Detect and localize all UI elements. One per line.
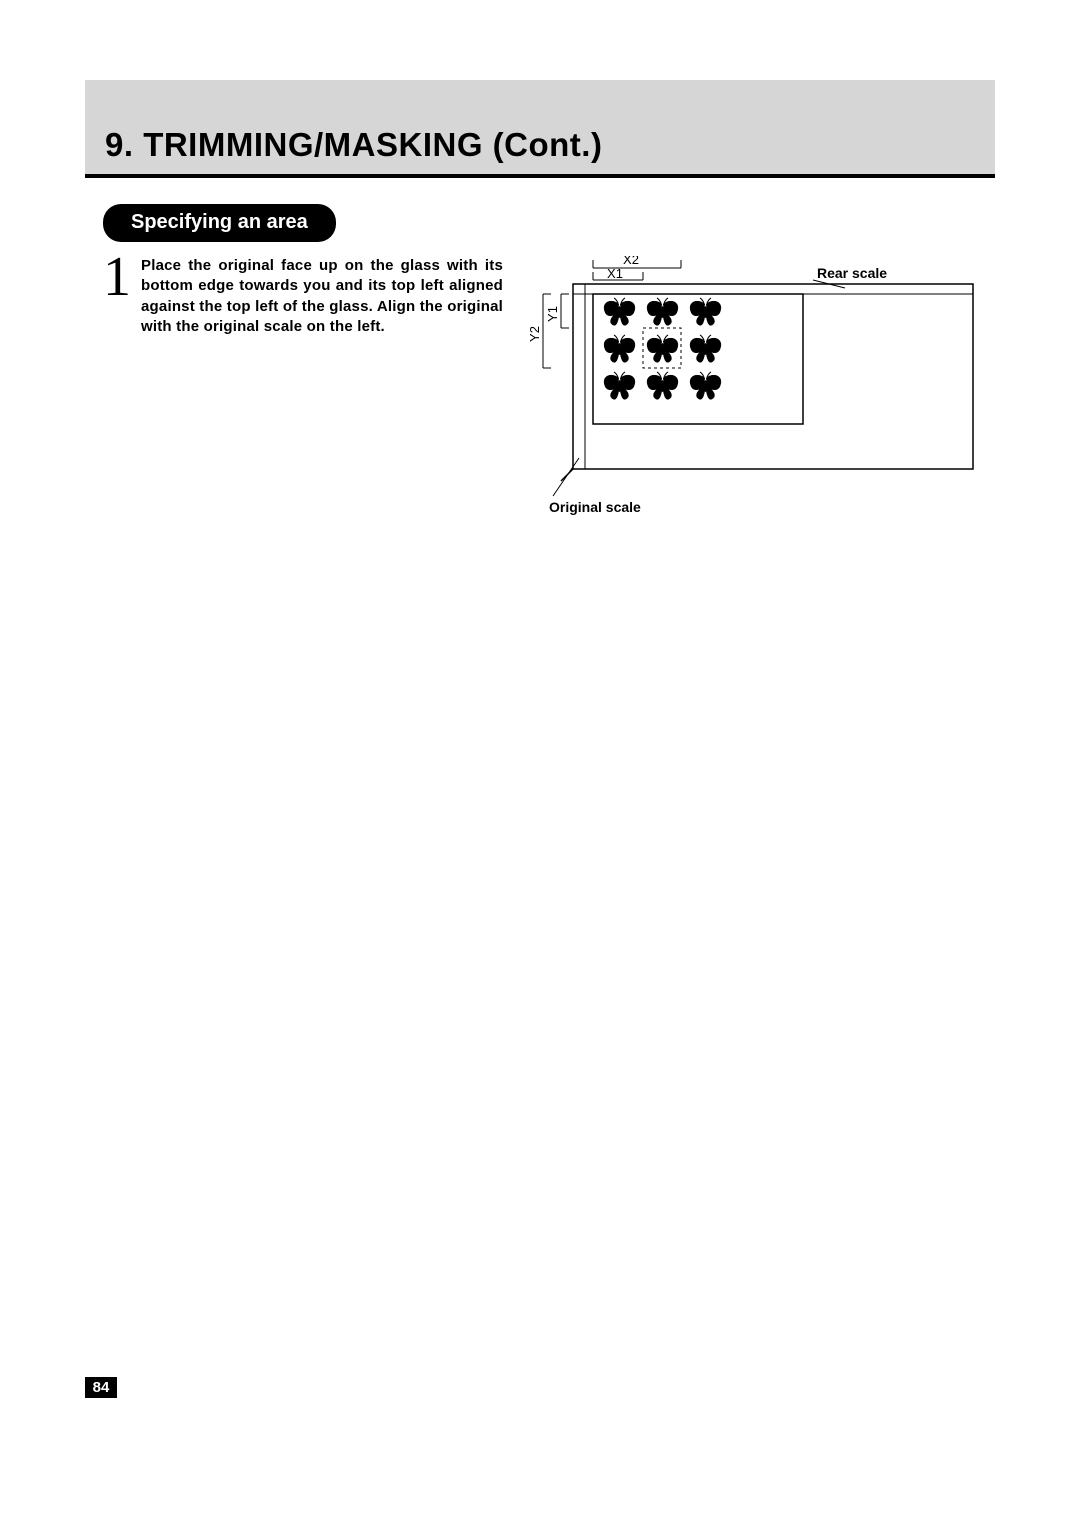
diagram-column: X2 X1 Y1 — [513, 256, 993, 536]
original-scale-callout: Original scale — [549, 458, 641, 515]
subheading-wrap: Specifying an area — [103, 204, 995, 242]
subheading-pill: Specifying an area — [103, 204, 336, 242]
y2-label: Y2 — [527, 326, 542, 342]
manual-page: 9. TRIMMING/MASKING (Cont.) Specifying a… — [0, 0, 1080, 1528]
section-title-band: 9. TRIMMING/MASKING (Cont.) — [85, 80, 995, 178]
page-number: 84 — [85, 1377, 117, 1398]
content-columns: 1 Place the original face up on the glas… — [103, 256, 995, 536]
original-scale-label: Original scale — [549, 499, 641, 515]
section-title: 9. TRIMMING/MASKING (Cont.) — [105, 126, 602, 164]
step-number: 1 — [103, 252, 131, 302]
butterfly-grid — [604, 298, 721, 399]
rear-scale-label: Rear scale — [817, 265, 887, 281]
step-instruction: Place the original face up on the glass … — [141, 256, 503, 337]
rear-scale-strip — [573, 284, 973, 294]
y2-dimension: Y2 — [527, 294, 551, 368]
x1-label: X1 — [607, 266, 623, 281]
x2-label: X2 — [623, 256, 639, 267]
original-scale-strip — [573, 284, 585, 469]
placement-diagram: X2 X1 Y1 — [513, 256, 993, 536]
y1-label: Y1 — [545, 306, 560, 322]
y1-dimension: Y1 — [545, 294, 569, 328]
step-column: 1 Place the original face up on the glas… — [103, 256, 503, 337]
corner-notch — [573, 284, 585, 294]
